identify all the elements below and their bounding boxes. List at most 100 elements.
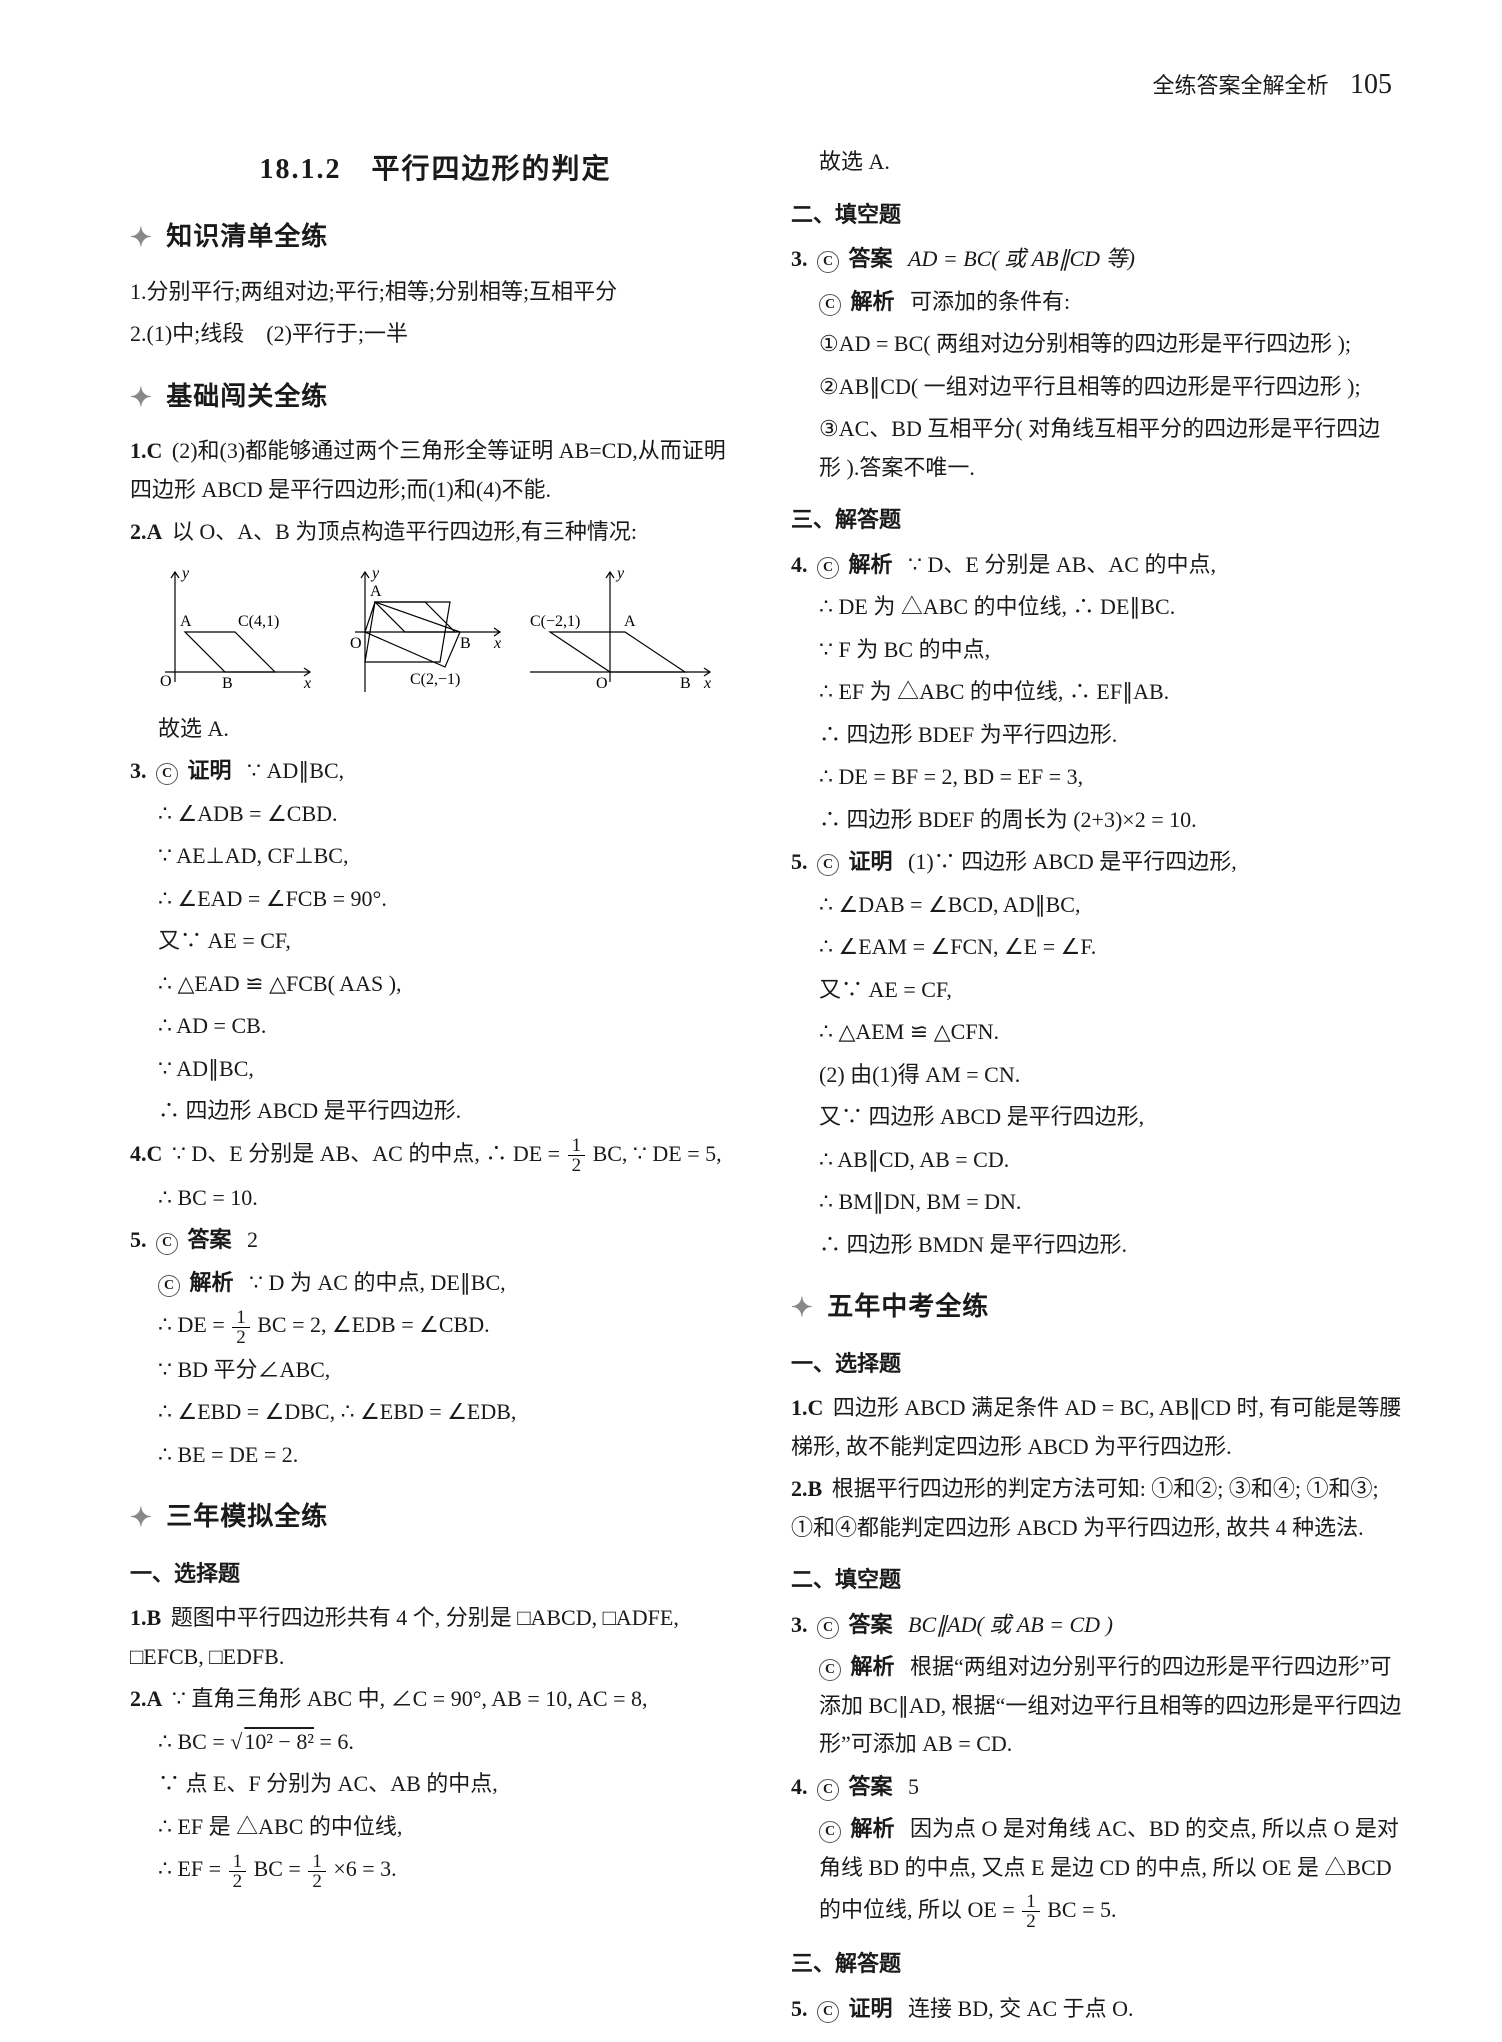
d3-label-B: B — [680, 675, 691, 692]
rs5-l6: (2) 由(1)得 AM = CN. — [791, 1056, 1402, 1095]
subhead-knowledge: ✦ 知识清单全练 — [130, 214, 741, 261]
chapter-title: 18.1.2 平行四边形的判定 — [130, 145, 741, 194]
w2: 2.B 根据平行四边形的判定方法可知: ①和②; ③和④; ①和③; ①和④都能… — [791, 1470, 1402, 1547]
tag-icon: C — [819, 294, 841, 316]
rs4-num: 4. — [791, 552, 808, 577]
sub-solve-1: 三、解答题 — [791, 501, 1402, 540]
rs5-l7: 又∵ 四边形 ABCD 是平行四边形, — [791, 1098, 1402, 1137]
right-column: 故选 A. 二、填空题 3. C 答案 AD = BC( 或 AB∥CD 等) … — [791, 139, 1402, 2032]
k-line-1: 1.分别平行;两组对边;平行;相等;分别相等;互相平分 — [130, 273, 741, 312]
tag-icon: C — [156, 1233, 178, 1255]
wf4-h2b: BC = 5. — [1047, 1897, 1116, 1922]
b5-analysis-head: C 解析 ∵ D 为 AC 的中点, DE∥BC, — [130, 1264, 741, 1303]
m1-text: 题图中平行四边形共有 4 个, 分别是 □ABCD, □ADFE, □EFCB,… — [130, 1605, 679, 1669]
wf4-ans: 5 — [908, 1774, 919, 1799]
b4: 4.C ∵ D、E 分别是 AB、AC 的中点, ∴ DE = 12 BC, ∵… — [130, 1135, 741, 1175]
d3-label-x: x — [703, 675, 711, 692]
m2-l5b: BC = — [254, 1856, 307, 1881]
star-icon: ✦ — [791, 1285, 814, 1331]
rs4-l5: ∴ 四边形 BDEF 为平行四边形. — [791, 716, 1402, 755]
rf3-ana: C 解析 可添加的条件有: — [791, 283, 1402, 322]
rs5-l5: ∴ △AEM ≌ △CFN. — [791, 1013, 1402, 1052]
rs4-l6: ∴ DE = BF = 2, BD = EF = 3, — [791, 758, 1402, 797]
rf3-l1: ①AD = BC( 两组对边分别相等的四边形是平行四边形 ); — [791, 325, 1402, 364]
b2-hence: 故选 A. — [130, 710, 741, 749]
b4-b: BC, ∵ DE = 5, — [593, 1141, 722, 1166]
d2-label-B: B — [460, 635, 471, 652]
rs4-l7: ∴ 四边形 BDEF 的周长为 (2+3)×2 = 10. — [791, 801, 1402, 840]
b5-l5: ∴ BE = DE = 2. — [130, 1436, 741, 1475]
rs5-l2: ∴ ∠DAB = ∠BCD, AD∥BC, — [791, 886, 1402, 925]
b5-ans-label: 答案 — [188, 1227, 232, 1252]
wf4-ana: C 解析 因为点 O 是对角线 AC、BD 的交点, 所以点 O 是对角线 BD… — [791, 1810, 1402, 1887]
left-column: 18.1.2 平行四边形的判定 ✦ 知识清单全练 1.分别平行;两组对边;平行;… — [130, 139, 741, 2032]
m2-l3: ∵ 点 E、F 分别为 AC、AB 的中点, — [130, 1765, 741, 1804]
b1-text: (2)和(3)都能够通过两个三角形全等证明 AB=CD,从而证明四边形 ABCD… — [130, 438, 726, 502]
b3-head: 3. C 证明 ∵ AD∥BC, — [130, 752, 741, 791]
wf4-num: 4. — [791, 1774, 808, 1799]
w1-num: 1.C — [791, 1395, 823, 1420]
b5-l3: ∵ BD 平分∠ABC, — [130, 1351, 741, 1390]
star-icon: ✦ — [130, 375, 153, 421]
d1-label-O: O — [160, 673, 172, 690]
sub-fill-1: 二、填空题 — [791, 196, 1402, 235]
b5-l1: ∵ D 为 AC 的中点, DE∥BC, — [249, 1270, 506, 1295]
m2-l5: ∴ EF = 12 BC = 12 ×6 = 3. — [130, 1850, 741, 1890]
wf4-ana-label: 解析 — [851, 1816, 895, 1841]
subhead-knowledge-label: 知识清单全练 — [166, 222, 328, 251]
rf3-ans-label: 答案 — [849, 246, 893, 271]
m2-num: 2.A — [130, 1686, 162, 1711]
rs5-proof-label: 证明 — [849, 849, 893, 874]
diagram-1: A C(4,1) O B x y — [140, 562, 320, 692]
rs4-l4: ∴ EF 为 △ABC 的中位线, ∴ EF∥AB. — [791, 673, 1402, 712]
rs5-head: 5. C 证明 (1)∵ 四边形 ABCD 是平行四边形, — [791, 843, 1402, 882]
tag-icon: C — [817, 557, 839, 579]
d1-label-x: x — [303, 675, 311, 692]
k-line-2: 2.(1)中;线段 (2)平行于;一半 — [130, 315, 741, 354]
sub-choice-1: 一、选择题 — [130, 1555, 741, 1594]
star-icon: ✦ — [130, 215, 153, 261]
d2-label-y: y — [370, 565, 380, 582]
d1-label-C: C(4,1) — [238, 613, 279, 630]
wf3-ans-label: 答案 — [849, 1612, 893, 1637]
b1-num: 1.C — [130, 438, 162, 463]
b5-l2b: BC = 2, ∠EDB = ∠CBD. — [257, 1312, 489, 1337]
rs5-l3: ∴ ∠EAM = ∠FCN, ∠E = ∠F. — [791, 928, 1402, 967]
subhead-basic-label: 基础闯关全练 — [166, 382, 328, 411]
d3-label-O: O — [596, 675, 608, 692]
frac-half-4: 12 — [308, 1852, 326, 1891]
d1-label-B: B — [222, 675, 233, 692]
d3-label-A: A — [624, 613, 636, 630]
d3-label-C: C(−2,1) — [530, 613, 580, 630]
d2-label-x: x — [493, 635, 501, 652]
wf4-ans-label: 答案 — [849, 1774, 893, 1799]
wf3-ana: C 解析 根据“两组对边分别平行的四边形是平行四边形”可添加 BC∥AD, 根据… — [791, 1648, 1402, 1764]
header-label: 全练答案全解全析 — [1152, 73, 1328, 98]
wf4-head: 4. C 答案 5 — [791, 1768, 1402, 1807]
m2-l4: ∴ EF 是 △ABC 的中位线, — [130, 1808, 741, 1847]
wf4-h2: 的中位线, 所以 OE = 12 BC = 5. — [791, 1891, 1402, 1931]
b5-num: 5. — [130, 1227, 147, 1252]
b3-l2: ∴ ∠ADB = ∠CBD. — [130, 795, 741, 834]
m2-l5a: ∴ EF = — [158, 1856, 227, 1881]
tag-icon: C — [817, 1779, 839, 1801]
b2-text: 以 O、A、B 为顶点构造平行四边形,有三种情况: — [172, 519, 637, 544]
b5-l2a: ∴ DE = — [158, 1312, 230, 1337]
rs5-l8: ∴ AB∥CD, AB = CD. — [791, 1141, 1402, 1180]
diagram-3: C(−2,1) A O B x y — [520, 562, 720, 692]
wf4-h2a: 的中位线, 所以 OE = — [819, 1897, 1020, 1922]
rf3-l2: ②AB∥CD( 一组对边平行且相等的四边形是平行四边形 ); — [791, 368, 1402, 407]
rs4-head: 4. C 解析 ∵ D、E 分别是 AB、AC 的中点, — [791, 546, 1402, 585]
m1: 1.B 题图中平行四边形共有 4 个, 分别是 □ABCD, □ADFE, □E… — [130, 1599, 741, 1676]
subhead-5year-label: 五年中考全练 — [827, 1292, 989, 1321]
wf3-ans: BC∥AD( 或 AB = CD ) — [908, 1612, 1113, 1637]
w1-text: 四边形 ABCD 满足条件 AD = BC, AB∥CD 时, 有可能是等腰梯形… — [791, 1395, 1401, 1459]
b4-num: 4.C — [130, 1141, 162, 1166]
b5-l4: ∴ ∠EBD = ∠DBC, ∴ ∠EBD = ∠EDB, — [130, 1393, 741, 1432]
rf3-l3: ③AC、BD 互相平分( 对角线互相平分的四边形是平行四边形 ).答案不唯一. — [791, 410, 1402, 487]
ws5-num: 5. — [791, 1996, 808, 2021]
rs5-l10: ∴ 四边形 BMDN 是平行四边形. — [791, 1226, 1402, 1265]
rf3-num: 3. — [791, 246, 808, 271]
frac-half-5: 12 — [1022, 1892, 1040, 1931]
sub-fill-2: 二、填空题 — [791, 1561, 1402, 1600]
